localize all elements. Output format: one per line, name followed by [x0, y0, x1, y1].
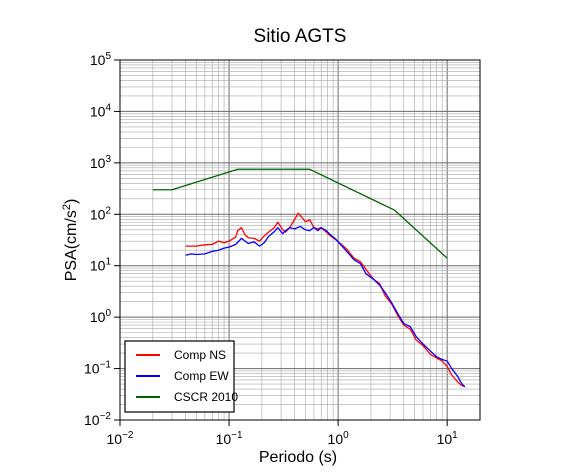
x-tick-label: 100	[328, 430, 350, 447]
y-tick-base: 10	[90, 206, 106, 222]
x-axis-label: Periodo (s)	[259, 449, 337, 466]
y-tick-label: 102	[90, 205, 112, 222]
y-tick-base: 10	[90, 155, 106, 171]
y-tick-exp: 2	[105, 205, 111, 216]
y-tick-base: 10	[90, 52, 106, 68]
plot-frame	[119, 59, 481, 421]
y-tick-label: 10−2	[84, 411, 111, 428]
series-line-cscr-2010	[152, 168, 448, 259]
x-tick-label: 101	[437, 430, 459, 447]
x-tick-label: 10−1	[216, 430, 243, 447]
x-tick-base: 10	[328, 431, 344, 447]
y-axis-label-base: PSA(cm/s	[63, 210, 80, 281]
y-tick-base: 10	[84, 361, 100, 377]
y-tick-label: 100	[90, 308, 112, 325]
grid	[119, 59, 481, 421]
y-tick-exp: 5	[105, 51, 111, 62]
y-tick-base: 10	[90, 103, 106, 119]
y-tick-base: 10	[90, 309, 106, 325]
y-tick-exp: 4	[105, 102, 111, 113]
y-axis-label-close: )	[63, 199, 80, 204]
y-tick-exp: −2	[100, 411, 112, 422]
x-tick-exp: −2	[122, 430, 134, 441]
y-tick-exp: 1	[105, 257, 111, 268]
legend-label: CSCR 2010	[174, 390, 238, 404]
x-tick-exp: 1	[452, 430, 458, 441]
y-tick-base: 10	[90, 258, 106, 274]
legend-label: Comp EW	[174, 369, 229, 383]
series-line-comp-ew	[185, 225, 466, 388]
y-axis-label-exp: 2	[61, 204, 73, 210]
x-tick-exp: −1	[231, 430, 243, 441]
y-tick-label: 103	[90, 154, 112, 171]
legend-label: Comp NS	[174, 348, 226, 362]
x-tick-label: 10−2	[107, 430, 134, 447]
x-tick-exp: 0	[343, 430, 349, 441]
chart-title: Sitio AGTS	[254, 26, 347, 47]
y-tick-label: 101	[90, 257, 112, 274]
legend: Comp NS Comp EW CSCR 2010	[124, 340, 238, 413]
y-tick-base: 10	[84, 412, 100, 428]
y-tick-label: 104	[90, 102, 112, 119]
y-tick-exp: 0	[105, 308, 111, 319]
x-tick-base: 10	[107, 431, 123, 447]
x-tick-base: 10	[437, 431, 453, 447]
y-tick-exp: 3	[105, 154, 111, 165]
y-tick-exp: −1	[100, 360, 112, 371]
y-tick-label: 10−1	[84, 360, 111, 377]
series-layer	[152, 168, 466, 388]
y-axis-label: PSA(cm/s2)	[61, 199, 80, 282]
x-tick-base: 10	[216, 431, 232, 447]
y-tick-label: 105	[90, 51, 112, 68]
